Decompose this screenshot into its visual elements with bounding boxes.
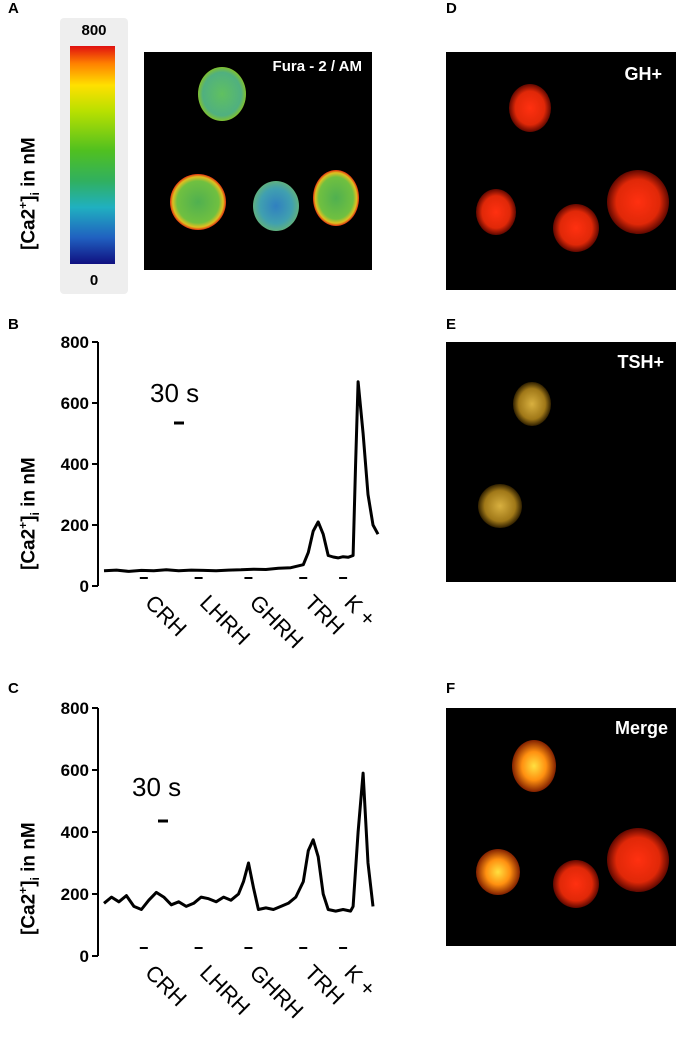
micrograph-merge: Merge xyxy=(446,708,676,946)
ylabel-c: [Ca2+]i in nM xyxy=(16,822,43,935)
ylabel-a: [Ca2+]i in nM xyxy=(16,137,43,250)
fura2-cell xyxy=(253,181,299,231)
tsh-cell xyxy=(513,382,551,426)
colorbar-max-label: 800 xyxy=(81,22,107,39)
stimulus-label: CRH xyxy=(140,590,191,641)
gh-cells xyxy=(476,84,669,252)
micrograph-fura2: Fura - 2 / AM xyxy=(144,52,372,270)
panel-letter-b: B xyxy=(8,316,19,333)
panel-letter-f: F xyxy=(446,680,456,697)
gh-cell xyxy=(607,170,669,234)
stimulus-label: TRH xyxy=(300,590,350,640)
calcium-trace xyxy=(103,380,380,573)
merge-cell xyxy=(607,828,669,892)
gh-cell xyxy=(476,189,516,235)
micrograph-tsh: TSH+ xyxy=(446,342,676,582)
panel-letter-c: C xyxy=(8,680,19,697)
y-tick-label: 600 xyxy=(61,761,89,780)
stimulus-label: LHRH xyxy=(195,590,255,650)
gh-cell xyxy=(509,84,551,132)
colorbar-min-label: 0 xyxy=(89,272,99,289)
colorbar xyxy=(70,46,115,264)
micrograph-title-merge: Merge xyxy=(614,718,668,738)
fura2-cell xyxy=(170,174,226,230)
merge-cell xyxy=(553,860,599,908)
scale-bar-label-b: 30 s xyxy=(150,378,200,408)
tsh-cells xyxy=(478,382,551,528)
fura2-cells xyxy=(170,67,359,231)
panel-letter-a: A xyxy=(8,0,19,17)
y-tick-label: 0 xyxy=(80,577,89,596)
y-tick-label: 400 xyxy=(61,455,89,474)
stimulus-label: LHRH xyxy=(195,960,255,1020)
fura2-cell xyxy=(198,67,246,121)
scale-bar-label-c: 30 s xyxy=(132,772,182,802)
y-tick-label: 200 xyxy=(61,885,89,904)
micrograph-title-gh: GH+ xyxy=(624,64,662,84)
micrograph-title-fura2: Fura - 2 / AM xyxy=(272,58,362,75)
merge-cell xyxy=(476,849,520,895)
merge-cells xyxy=(476,740,669,908)
calcium-trace xyxy=(103,771,375,913)
stimulus-label: CRH xyxy=(140,960,191,1011)
stimulus-label: GHRH xyxy=(245,590,308,653)
stimulus-label: TRH xyxy=(300,960,350,1010)
y-tick-label: 400 xyxy=(61,823,89,842)
gh-cell xyxy=(553,204,599,252)
y-tick-label: 800 xyxy=(61,333,89,352)
tsh-cell xyxy=(478,484,522,528)
y-tick-label: 200 xyxy=(61,516,89,535)
micrograph-title-tsh: TSH+ xyxy=(617,352,664,372)
y-tick-label: 800 xyxy=(61,699,89,718)
panel-letter-e: E xyxy=(446,316,457,333)
ylabel-b: [Ca2+]i in nM xyxy=(16,457,43,570)
micrograph-gh: GH+ xyxy=(446,52,676,290)
merge-cell xyxy=(512,740,556,792)
y-tick-label: 600 xyxy=(61,394,89,413)
panel-letter-d: D xyxy=(446,0,457,17)
stimulus-label: GHRH xyxy=(245,960,308,1023)
fura2-cell xyxy=(313,170,359,226)
y-tick-label: 0 xyxy=(80,947,89,966)
